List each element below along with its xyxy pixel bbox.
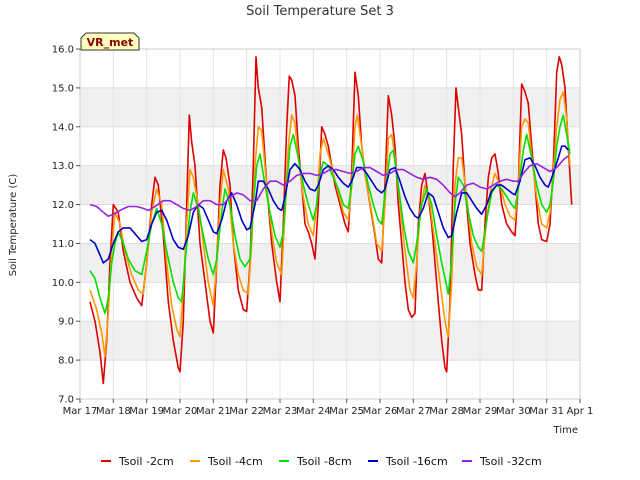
- legend-label: Tsoil -16cm: [385, 455, 448, 468]
- x-tick-label: Mar 26: [363, 406, 398, 417]
- x-tick-label: Mar 18: [96, 406, 131, 417]
- legend-label: Tsoil -32cm: [479, 455, 542, 468]
- x-tick-label: Mar 20: [163, 406, 198, 417]
- y-tick-label: 13.0: [52, 161, 74, 172]
- legend-label: Tsoil -2cm: [118, 455, 174, 468]
- background-band: [80, 243, 580, 283]
- x-axis-title: Time: [553, 425, 578, 436]
- series-line-tsoil-32cm: [89, 155, 569, 217]
- y-axis-ticks: 7.0 8.0 9.0 10.0 11.0 12.0 13.0 14.0 15.0 16.0: [52, 45, 80, 406]
- x-tick-label: Mar 30: [496, 406, 531, 417]
- background-band: [80, 204, 580, 244]
- y-tick-label: 10.0: [52, 278, 74, 289]
- x-tick-label: Mar 21: [196, 406, 231, 417]
- legend-label: Tsoil -4cm: [207, 455, 263, 468]
- background-band: [80, 282, 580, 322]
- x-tick-label: Apr 1: [567, 406, 594, 417]
- x-tick-label: Mar 24: [296, 406, 331, 417]
- y-tick-label: 14.0: [52, 122, 74, 133]
- legend: Tsoil -2cm Tsoil -4cm Tsoil -8cm Tsoil -16c…: [101, 455, 542, 468]
- y-tick-label: 7.0: [58, 395, 74, 406]
- background-band: [80, 321, 580, 361]
- x-tick-label: Mar 31: [529, 406, 564, 417]
- y-tick-label: 15.0: [52, 83, 74, 94]
- x-tick-label: Mar 27: [396, 406, 431, 417]
- alternating-background-bands: [80, 49, 580, 399]
- plot-area-frame: [79, 48, 581, 400]
- y-tick-label: 11.0: [52, 239, 74, 250]
- series-lines: [89, 56, 573, 385]
- x-tick-label: Mar 23: [263, 406, 298, 417]
- x-tick-label: Mar 28: [429, 406, 464, 417]
- y-tick-label: 8.0: [58, 356, 74, 367]
- x-tick-label: Mar 17: [63, 406, 98, 417]
- station-badge-label: VR_met: [87, 36, 134, 49]
- background-band: [80, 87, 580, 127]
- background-band: [80, 49, 580, 88]
- y-tick-label: 12.0: [52, 200, 74, 211]
- y-axis-title: Soil Temperature (C): [8, 174, 19, 277]
- x-tick-label: Mar 29: [463, 406, 498, 417]
- x-tick-label: Mar 25: [329, 406, 364, 417]
- station-badge-background: [80, 32, 140, 51]
- station-badge: VR_met: [80, 32, 140, 51]
- y-tick-label: 16.0: [52, 45, 74, 56]
- legend-label: Tsoil -8cm: [296, 455, 352, 468]
- chart-title: Soil Temperature Set 3: [246, 4, 394, 19]
- x-tick-label: Mar 22: [229, 406, 264, 417]
- x-tick-label: Mar 19: [129, 406, 164, 417]
- background-band: [80, 360, 580, 399]
- series-line-tsoil-2cm: [89, 56, 573, 385]
- y-tick-label: 9.0: [58, 317, 74, 328]
